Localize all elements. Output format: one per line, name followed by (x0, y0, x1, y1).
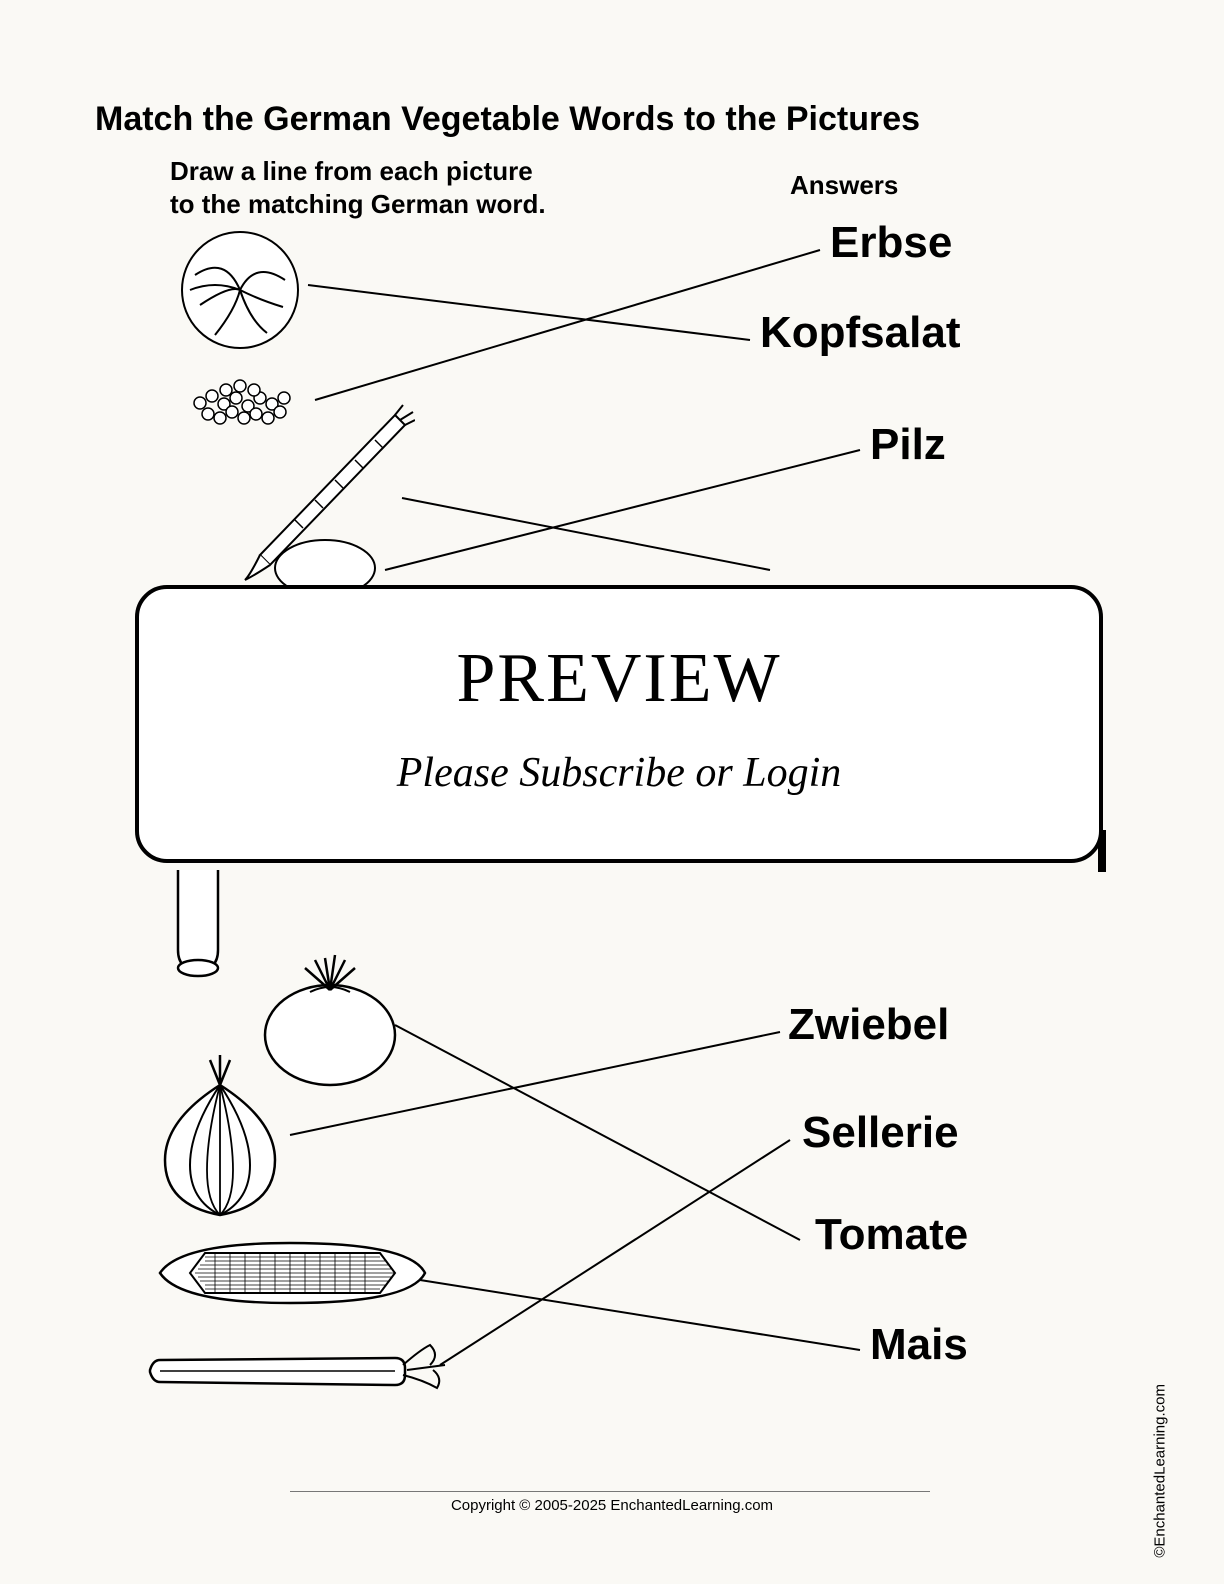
page-title: Match the German Vegetable Words to the … (95, 100, 920, 139)
word-erbse: Erbse (830, 218, 952, 268)
word-zwiebel: Zwiebel (788, 1000, 949, 1050)
corn-icon (150, 1225, 430, 1325)
word-pilz: Pilz (870, 420, 946, 470)
lettuce-icon (175, 225, 305, 360)
stalk-icon (168, 870, 228, 995)
onion-icon (145, 1050, 295, 1225)
preview-overlay: PREVIEW Please Subscribe or Login (135, 585, 1103, 863)
preview-title: PREVIEW (139, 639, 1099, 719)
celery-icon (145, 1330, 455, 1405)
answers-label: Answers (790, 170, 898, 201)
side-credit: ©EnchantedLearning.com (1152, 1384, 1169, 1558)
preview-subtitle: Please Subscribe or Login (139, 749, 1099, 797)
word-mais: Mais (870, 1320, 968, 1370)
word-kopfsalat: Kopfsalat (760, 308, 960, 358)
word-tomate: Tomate (815, 1210, 968, 1260)
instructions-line-1: Draw a line from each picture (170, 156, 533, 186)
word-sellerie: Sellerie (802, 1108, 959, 1158)
instructions-text: Draw a line from each picture to the mat… (170, 155, 546, 220)
instructions-line-2: to the matching German word. (170, 189, 546, 219)
copyright-text: Copyright © 2005-2025 EnchantedLearning.… (0, 1487, 1224, 1514)
worksheet-page: Match the German Vegetable Words to the … (0, 0, 1224, 1584)
